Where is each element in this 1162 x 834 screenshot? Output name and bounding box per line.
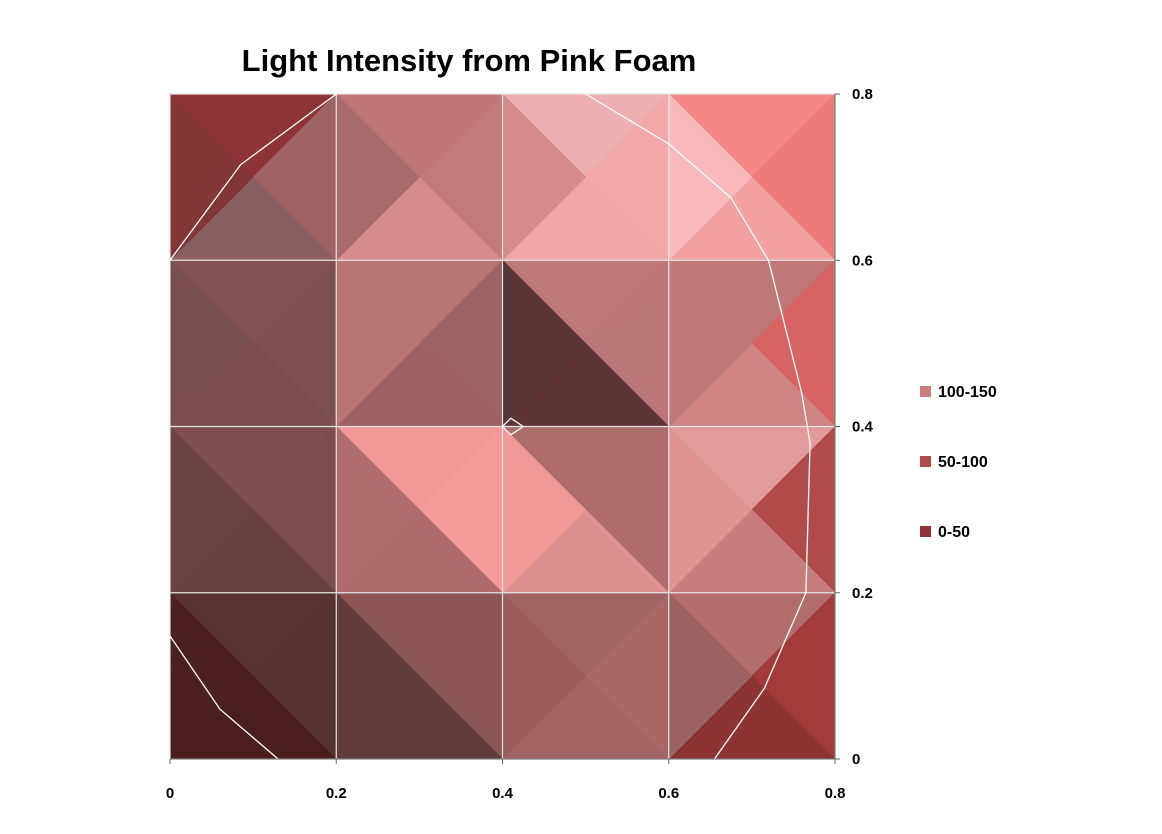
y-tick-label: 0.8	[852, 86, 873, 103]
contour-lines	[169, 93, 811, 760]
x-axis-ticks: 0 0.2 0.4 0.6 0.8	[166, 759, 846, 802]
heatmap-cell	[169, 259, 337, 428]
contour-line	[169, 635, 279, 760]
plot-area	[169, 93, 836, 760]
legend-label: 50-100	[938, 454, 988, 471]
heatmap-cell	[501, 259, 670, 428]
legend-swatch	[920, 386, 931, 397]
legend-swatch	[920, 526, 931, 537]
x-tick-label: 0	[166, 785, 174, 802]
heatmap-cell	[501, 592, 670, 760]
y-tick-label: 0.6	[852, 252, 873, 269]
heatmap-cell	[668, 93, 836, 261]
contour-line	[585, 93, 811, 760]
heatmap-cell	[668, 592, 836, 760]
legend-label: 100-150	[938, 384, 997, 401]
x-tick-label: 0.4	[492, 785, 514, 802]
heatmap-cell	[668, 425, 836, 594]
heatmap-cell	[335, 93, 504, 261]
legend: 100-150 50-100 0-50	[920, 384, 997, 541]
heatmap-cell	[335, 592, 504, 760]
legend-item: 50-100	[920, 454, 988, 471]
y-tick-label: 0	[852, 751, 860, 768]
y-tick-label: 0.4	[852, 419, 874, 436]
heatmap-cell	[169, 93, 337, 261]
legend-item: 100-150	[920, 384, 997, 401]
heatmap-cell	[169, 592, 337, 760]
x-tick-label: 0.6	[658, 785, 679, 802]
legend-swatch	[920, 456, 931, 467]
legend-label: 0-50	[938, 524, 970, 541]
chart-title: Light Intensity from Pink Foam	[242, 43, 697, 78]
x-tick-label: 0.8	[825, 785, 846, 802]
heatmap-cell	[501, 425, 670, 594]
heatmap-cell	[169, 425, 337, 594]
heatmap-cell	[668, 259, 836, 428]
heatmap-cell	[335, 425, 504, 594]
contour-line	[502, 417, 525, 436]
legend-item: 0-50	[920, 524, 970, 541]
heatmap-cell	[501, 93, 670, 261]
y-axis-ticks: 0 0.2 0.4 0.6 0.8	[835, 86, 874, 768]
y-tick-label: 0.2	[852, 585, 873, 602]
heatmap-cell	[335, 259, 504, 428]
contour-line	[169, 93, 337, 261]
x-tick-label: 0.2	[326, 785, 347, 802]
